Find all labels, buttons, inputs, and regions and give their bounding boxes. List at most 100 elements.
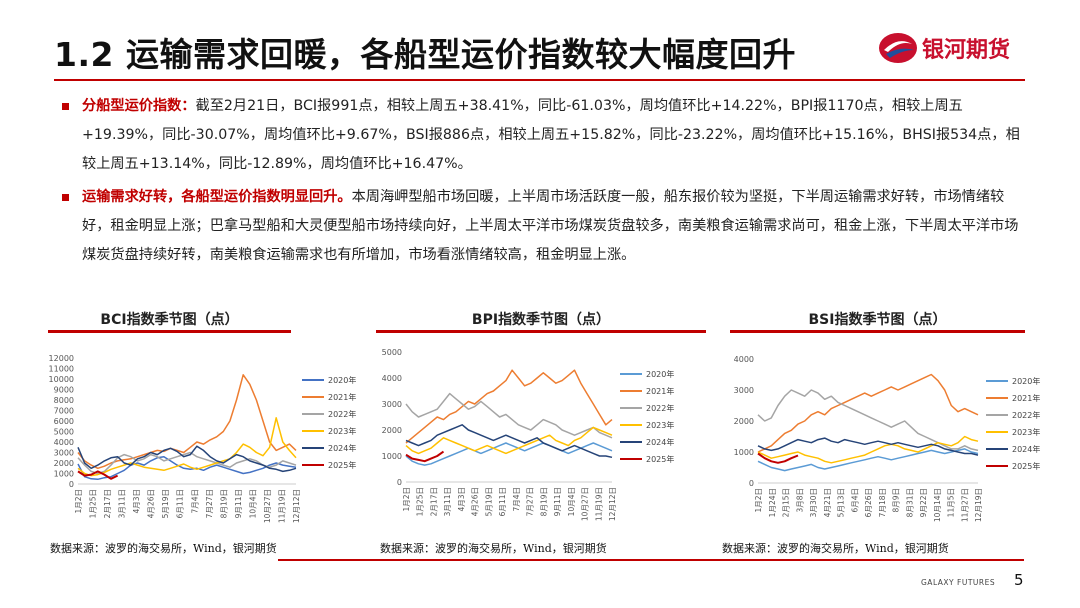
x-tick-label: 5月19日 [161, 489, 170, 518]
bci-chart-title: BCI指数季节图（点） [100, 312, 239, 328]
x-tick-label: 12月12日 [608, 487, 617, 521]
y-tick-label: 6000 [54, 417, 74, 426]
x-tick-label: 12月12日 [292, 489, 301, 523]
x-tick-label: 10月4日 [248, 489, 257, 518]
legend-label: 2022年 [646, 403, 674, 413]
x-tick-label: 4月3日 [132, 489, 141, 514]
x-tick-label: 1月24日 [768, 488, 777, 517]
bsi-title-rule [730, 330, 1025, 333]
legend-label: 2025年 [646, 454, 674, 464]
series-line-2023年 [757, 435, 979, 464]
legend-label: 2020年 [328, 375, 356, 385]
galaxy-logo-icon [879, 33, 917, 63]
bullet-freight-index: 分船型运价指数：截至2月21日，BCI报991点，相较上周五+38.41%，同比… [60, 92, 1030, 179]
bpi-seasonal-chart: 0 1000 2000 3000 4000 5000 1月2日 1月25日 2月17日 3月11日… [382, 348, 675, 521]
bullet-square-icon [62, 103, 69, 110]
y-tick-label: 4000 [734, 355, 754, 364]
series-line-2021年 [757, 373, 979, 453]
x-tick-label: 1月25日 [89, 489, 98, 518]
series-line-2025年 [77, 470, 119, 480]
y-tick-label: 1000 [382, 452, 402, 461]
y-tick-label: 2000 [54, 459, 74, 468]
x-tick-label: 8月31日 [905, 488, 914, 517]
x-tick-label: 7月4日 [190, 489, 199, 514]
y-tick-label: 0 [69, 480, 74, 489]
bpi-chart-title: BPI指数季节图（点） [471, 312, 611, 328]
legend-label: 2023年 [646, 420, 674, 430]
y-tick-label: 2000 [734, 417, 754, 426]
y-tick-label: 4000 [382, 374, 402, 383]
y-tick-label: 4000 [54, 438, 74, 447]
footer-divider [278, 559, 1024, 561]
y-tick-label: 5000 [382, 348, 402, 357]
x-tick-label: 5月13日 [837, 488, 846, 517]
bullet-heading: 分船型运价指数： [82, 98, 196, 114]
legend-label: 2023年 [328, 426, 356, 436]
bullet-text: 本周海岬型船市场回暖，上半周市场活跃度一般，船东报价较为坚挺，下半周运输需求好转… [82, 189, 1019, 263]
bullet-demand: 运输需求好转，各船型运价指数明显回升。本周海岬型船市场回暖，上半周市场活跃度一般… [60, 183, 1030, 270]
x-tick-label: 6月11日 [498, 487, 507, 516]
bci-title-rule [48, 330, 291, 333]
x-tick-label: 2月17日 [103, 489, 112, 518]
legend-label: 2022年 [1012, 410, 1040, 420]
y-tick-label: 1000 [734, 448, 754, 457]
series-line-2022年 [405, 392, 613, 439]
x-tick-label: 11月5日 [947, 488, 956, 517]
x-tick-label: 4月26日 [147, 489, 156, 518]
y-tick-label: 3000 [734, 386, 754, 395]
x-tick-label: 4月21日 [823, 488, 832, 517]
x-tick-label: 6月26日 [864, 488, 873, 517]
y-tick-label: 2000 [382, 426, 402, 435]
y-tick-label: 0 [749, 479, 754, 488]
series-line-2024年 [77, 445, 297, 473]
legend-label: 2021年 [646, 386, 674, 396]
bci-source: 数据来源：波罗的海交易所，Wind，银河期货 [50, 542, 277, 555]
x-tick-label: 3月11日 [443, 487, 452, 516]
x-tick-label: 11月19日 [594, 487, 603, 521]
x-tick-label: 11月27日 [960, 488, 969, 522]
series-line-2025年 [405, 450, 445, 463]
page-number: 5 [1014, 571, 1024, 589]
x-tick-label: 9月11日 [234, 489, 243, 518]
series-line-2022年 [77, 451, 297, 475]
x-tick-label: 6月4日 [850, 488, 859, 513]
legend-label: 2024年 [646, 437, 674, 447]
series-line-2020年 [405, 442, 613, 466]
y-tick-label: 5000 [54, 428, 74, 437]
x-tick-label: 10月14日 [933, 488, 942, 522]
x-tick-label: 1月25日 [416, 487, 425, 516]
footer-brand: GALAXY FUTURES [921, 578, 996, 587]
y-tick-label: 11000 [49, 365, 74, 374]
x-tick-label: 9月11日 [553, 487, 562, 516]
legend-label: 2021年 [1012, 393, 1040, 403]
y-tick-label: 1000 [54, 470, 74, 479]
legend-label: 2024年 [328, 443, 356, 453]
x-tick-label: 3月11日 [118, 489, 127, 518]
y-tick-label: 0 [397, 478, 402, 487]
title-divider [54, 79, 1025, 81]
series-line-2023年 [77, 417, 297, 477]
bullet-heading: 运输需求好转，各船型运价指数明显回升。 [82, 189, 352, 205]
x-tick-label: 5月19日 [484, 487, 493, 516]
page-title: 1.2 运输需求回暖，各船型运价指数较大幅度回升 [54, 35, 796, 74]
bullet-text: 截至2月21日，BCI报991点，相较上周五+38.41%，同比-61.03%，… [82, 98, 1020, 172]
x-tick-label: 8月19日 [219, 489, 228, 518]
legend-label: 2022年 [328, 409, 356, 419]
series-line-2024年 [405, 424, 613, 459]
x-tick-label: 11月19日 [277, 489, 286, 523]
x-tick-label: 3月30日 [809, 488, 818, 517]
series-line-2023年 [405, 426, 613, 455]
legend-label: 2025年 [328, 460, 356, 470]
series-line-2022年 [757, 389, 979, 452]
bsi-chart-title: BSI指数季节图（点） [808, 312, 947, 328]
x-tick-label: 1月2日 [402, 487, 411, 512]
legend-label: 2025年 [1012, 461, 1040, 471]
bullet-square-icon [62, 194, 69, 201]
x-tick-label: 8月19日 [539, 487, 548, 516]
x-tick-label: 7月27日 [205, 489, 214, 518]
x-tick-label: 8月9日 [892, 488, 901, 513]
series-line-2020年 [77, 455, 297, 481]
x-tick-label: 12月19日 [974, 488, 983, 522]
bpi-source: 数据来源：波罗的海交易所，Wind，银河期货 [380, 542, 607, 555]
